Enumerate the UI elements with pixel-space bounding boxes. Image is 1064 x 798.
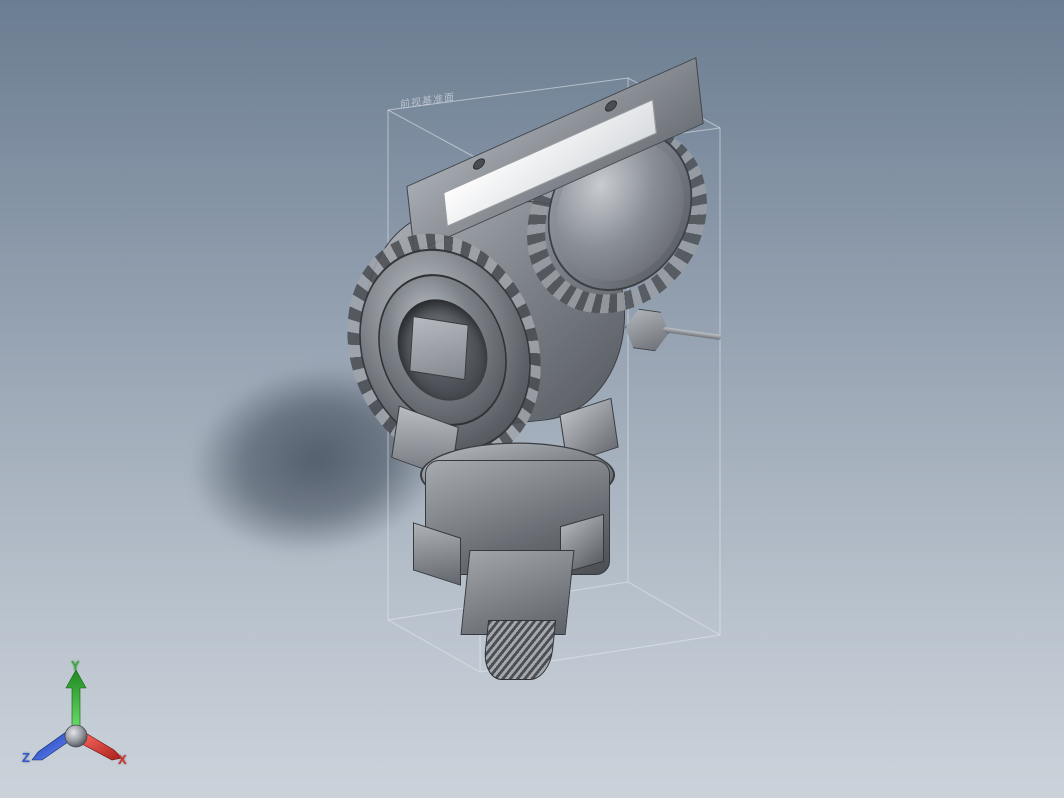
model-area[interactable]: 前视基准面 右视 [0, 0, 1064, 798]
pressure-transmitter-model[interactable] [305, 115, 725, 675]
cad-3d-viewport[interactable]: 前视基准面 右视 [0, 0, 1064, 798]
y-axis-arrow [66, 670, 86, 732]
threaded-process-connection [482, 620, 556, 680]
orientation-triad[interactable]: Y X Z [18, 660, 138, 780]
triad-origin-sphere [65, 725, 87, 747]
z-axis-label: Z [22, 750, 30, 765]
cable-stub [663, 327, 721, 340]
x-axis-label: X [118, 752, 127, 767]
display-panel [409, 316, 468, 380]
y-axis-label: Y [71, 658, 80, 673]
